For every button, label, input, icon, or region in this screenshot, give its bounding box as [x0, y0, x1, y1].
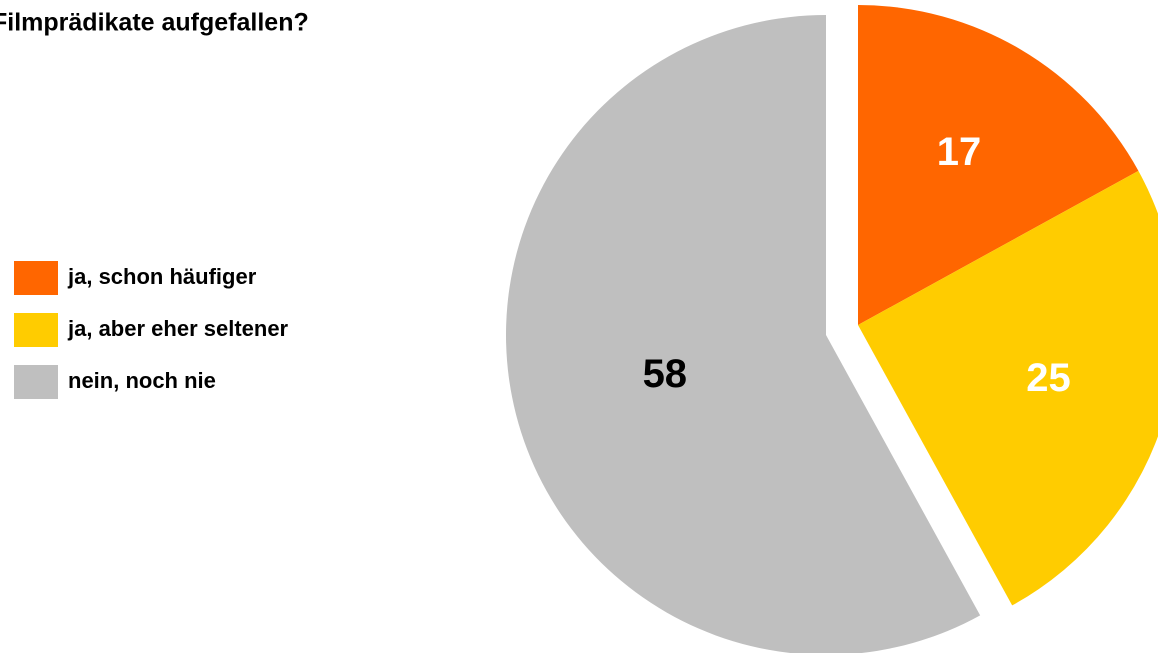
data-label: 25 [1026, 356, 1071, 400]
data-label: 58 [643, 352, 688, 396]
legend-label: ja, schon häufiger [67, 264, 257, 289]
legend-swatch [14, 313, 58, 347]
data-label: 17 [937, 130, 982, 174]
legend-label: ja, aber eher seltener [67, 316, 289, 341]
legend-swatch [14, 261, 58, 295]
pie-slice [858, 170, 1158, 606]
legend-swatch [14, 365, 58, 399]
legend-label: nein, noch nie [68, 368, 216, 393]
chart-title: Filmprädikate aufgefallen? [0, 9, 309, 37]
pie-slice [506, 15, 981, 653]
pie-slice [858, 5, 1139, 325]
